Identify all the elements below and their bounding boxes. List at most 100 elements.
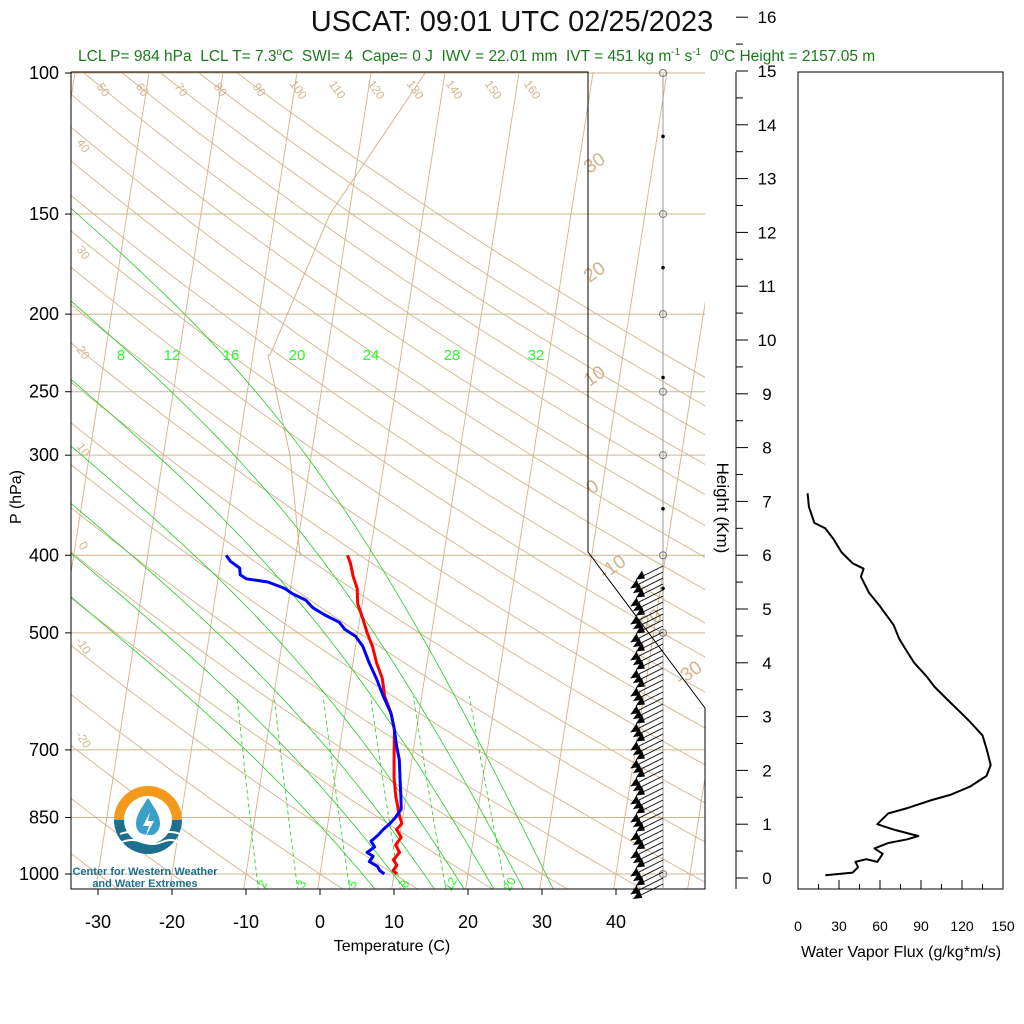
wind-barb-flag: [633, 871, 643, 881]
freezing-level: 0oC Height = 2157.05 m: [709, 47, 876, 66]
y-tick-label: 250: [29, 382, 59, 402]
dry-adiabat-line: [71, 342, 705, 766]
dry-adiabat-line: [82, 72, 705, 496]
wind-barb-flag: [630, 723, 640, 733]
flux-x-tick-label: 120: [950, 918, 974, 934]
y-axis-title: P (hPa): [8, 470, 25, 524]
y-tick-label: 700: [29, 740, 59, 760]
wind-barb-flag: [633, 691, 643, 701]
isotherm-line: [391, 72, 520, 889]
height-axis-title: Height (Km): [713, 463, 732, 554]
dry-adiabat-label: 160: [521, 77, 544, 102]
dry-adiabat-line: [71, 230, 705, 658]
wind-barb-flag: [633, 673, 643, 683]
dry-adiabat-line: [71, 852, 119, 889]
wind-barb-flag: [633, 709, 643, 719]
wind-barb-flag: [633, 853, 643, 863]
dry-adiabat-label: 20: [74, 343, 93, 362]
mixing-ratio-label: 20: [500, 874, 519, 893]
wind-barb-flag: [633, 763, 643, 773]
moist-adiabat-line: [71, 596, 376, 889]
wind-barb-flag: [636, 786, 645, 796]
water-vapor-flux-line: [806, 493, 992, 877]
mixing-ratio-line: [469, 696, 507, 889]
wind-barb-flag: [630, 669, 640, 679]
wind-barb-flag: [633, 781, 643, 791]
dry-adiabat-line: [71, 693, 344, 889]
wind-barb-flag: [636, 840, 645, 850]
lcl-pressure: LCL P= 984 hPa: [78, 48, 192, 66]
y-tick-label: 150: [29, 204, 59, 224]
wind-barb-flag: [636, 714, 645, 724]
x-tick-label: 20: [458, 912, 478, 932]
mixing-ratio-label: 5: [345, 877, 361, 890]
isotherm-label: -10: [596, 551, 631, 584]
x-axis-title: Temperature (C): [334, 938, 450, 955]
wind-barbs: [630, 69, 667, 900]
dry-adiabat-line: [71, 597, 494, 889]
wind-barb-flag: [633, 799, 643, 809]
dry-adiabat-label: 140: [443, 77, 466, 102]
dry-adiabat-label: -20: [73, 729, 95, 752]
moist-adiabat-line: [71, 207, 554, 889]
wind-barb-flag: [630, 579, 640, 589]
moist-adiabat-label: 32: [528, 347, 545, 364]
flux-x-tick-label: 60: [872, 918, 888, 934]
wind-barb-flag: [630, 705, 640, 715]
swi-index: SWI= 4: [301, 48, 354, 66]
wind-barb-flag: [636, 732, 645, 742]
dry-adiabat-line: [71, 507, 644, 889]
temperature-line: [346, 554, 404, 876]
wind-barb-flag: [630, 651, 640, 661]
dry-adiabat-label: 80: [211, 80, 230, 99]
wind-barb-flag: [630, 813, 640, 823]
isotherm-label: 30: [580, 149, 609, 178]
dry-adiabat-line: [71, 266, 705, 693]
wind-barb-flag: [636, 624, 645, 634]
dry-adiabat-line: [71, 303, 705, 729]
wind-barb-flag: [630, 777, 640, 787]
dry-adiabat-label: 110: [326, 78, 349, 102]
moist-adiabat-label: 28: [444, 347, 461, 364]
x-tick-label: -10: [233, 912, 259, 932]
dry-adiabat-line: [71, 744, 269, 889]
sounding-series: [224, 72, 427, 876]
dry-adiabat-line: [71, 381, 705, 804]
wind-barb-flag: [636, 642, 645, 652]
height-tick-label: 10: [758, 331, 777, 350]
flux-frame: [797, 71, 1004, 890]
wind-barb-flag: [636, 804, 645, 814]
dry-adiabat-label: 150: [482, 77, 505, 102]
height-tick-label: 6: [762, 546, 771, 565]
wind-barb-flag: [633, 655, 643, 665]
moist-adiabat-label: 24: [363, 347, 380, 364]
background-lines: [71, 72, 705, 889]
dry-adiabat-line: [120, 72, 705, 465]
wind-barb-flag: [633, 637, 643, 647]
flux-x-tick-label: 30: [831, 918, 847, 934]
dry-adiabat-label: -10: [73, 635, 95, 658]
isotherm-line: [95, 72, 224, 889]
height-tick-label: 14: [758, 116, 777, 135]
dry-adiabat-line: [71, 194, 705, 624]
x-tick-label: 10: [384, 912, 404, 932]
isotherm-line: [687, 774, 705, 889]
chart-title: USCAT: 09:01 UTC 02/25/2023: [310, 6, 714, 38]
wind-barb-flag: [636, 768, 645, 778]
mixing-ratio-line: [370, 696, 401, 889]
y-tick-label: 1000: [19, 864, 59, 884]
height-tick-label: 7: [762, 492, 771, 511]
dry-adiabat-label: 70: [172, 80, 191, 99]
wind-barb-flag: [630, 867, 640, 877]
sounding-indices: LCL P= 984 hPa LCL T= 7.3oC SWI= 4 Cape=…: [78, 47, 875, 66]
y-tick-label: 200: [29, 304, 59, 324]
calm-wind-circle: [659, 310, 667, 319]
wind-barb-flag: [633, 727, 643, 737]
wind-barb-flag: [630, 759, 640, 769]
wind-barb-flag: [636, 750, 645, 760]
dry-adiabat-line: [71, 464, 705, 883]
diagram-annotations: 50 60 70 80 90 100 110 120 130 140 150 160403020100…: [73, 77, 707, 893]
wind-barb-flag: [630, 831, 640, 841]
